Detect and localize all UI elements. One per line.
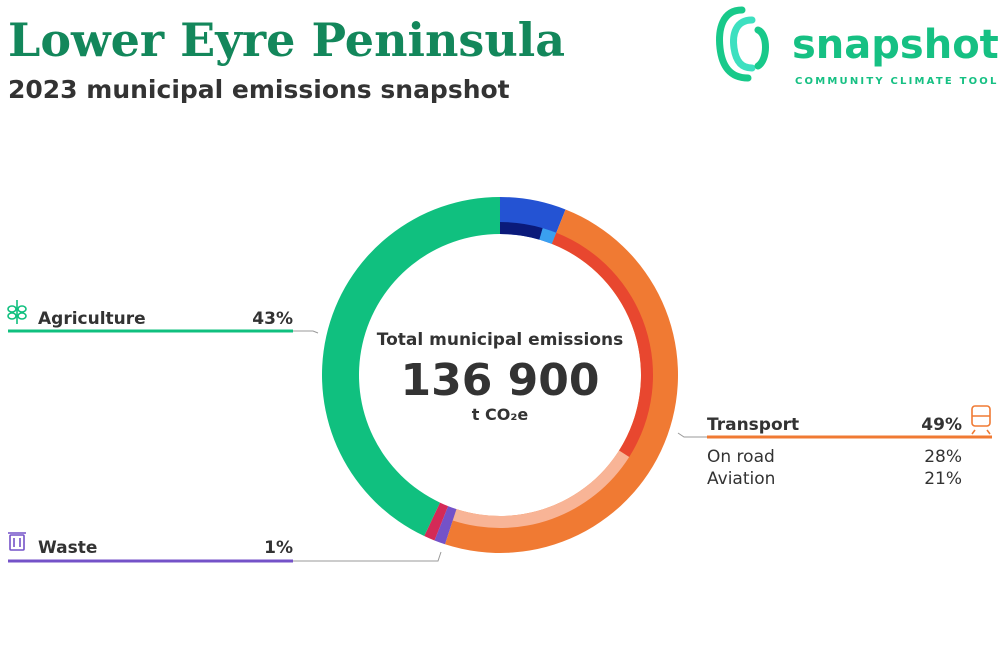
legend-value: 49% bbox=[921, 415, 962, 435]
logo-name: snapshot bbox=[792, 22, 999, 68]
sub-label: Aviation bbox=[707, 469, 775, 489]
donut bbox=[322, 197, 679, 554]
donut-subsegment bbox=[539, 228, 557, 244]
leader-line bbox=[293, 330, 319, 334]
sub-label: On road bbox=[707, 447, 775, 467]
transport-icon bbox=[971, 405, 991, 435]
legend-label: Waste bbox=[38, 538, 97, 558]
donut-subsegment bbox=[551, 232, 654, 457]
title: Lower Eyre Peninsula bbox=[8, 13, 565, 67]
donut-segment bbox=[424, 502, 449, 541]
logo-tagline: COMMUNITY CLIMATE TOOL bbox=[795, 76, 999, 87]
center-label: Total municipal emissions bbox=[377, 330, 623, 350]
logo-mark bbox=[716, 6, 769, 82]
legend-label: Agriculture bbox=[38, 309, 146, 329]
legend-value: 43% bbox=[252, 309, 293, 329]
leader-line bbox=[293, 551, 442, 562]
donut-segment bbox=[322, 197, 500, 537]
legend-value: 1% bbox=[264, 538, 293, 558]
donut-subsegment bbox=[500, 222, 543, 240]
center-unit: t CO₂e bbox=[472, 405, 529, 424]
waste-icon bbox=[8, 532, 26, 551]
leader-line bbox=[677, 432, 707, 438]
legend-label: Transport bbox=[707, 415, 799, 435]
donut-segment bbox=[434, 506, 457, 545]
agriculture-icon bbox=[7, 300, 27, 324]
sub-value: 21% bbox=[924, 469, 962, 489]
donut-subsegment bbox=[452, 450, 630, 528]
center-value: 136 900 bbox=[400, 355, 599, 406]
subtitle: 2023 municipal emissions snapshot bbox=[8, 75, 510, 104]
sub-value: 28% bbox=[924, 447, 962, 467]
